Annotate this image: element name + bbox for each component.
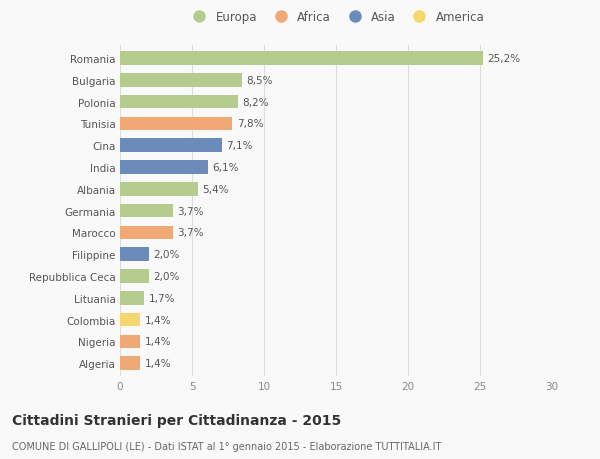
Text: COMUNE DI GALLIPOLI (LE) - Dati ISTAT al 1° gennaio 2015 - Elaborazione TUTTITAL: COMUNE DI GALLIPOLI (LE) - Dati ISTAT al… xyxy=(12,441,442,451)
Bar xyxy=(120,357,140,370)
Bar xyxy=(120,52,483,66)
Bar xyxy=(120,183,198,196)
Text: 1,4%: 1,4% xyxy=(145,358,171,368)
Text: 1,7%: 1,7% xyxy=(149,293,175,303)
Legend: Europa, Africa, Asia, America: Europa, Africa, Asia, America xyxy=(185,9,487,27)
Text: 7,1%: 7,1% xyxy=(227,141,253,151)
Text: 8,5%: 8,5% xyxy=(247,76,273,86)
Bar xyxy=(120,95,238,109)
Text: 25,2%: 25,2% xyxy=(487,54,520,64)
Bar xyxy=(120,291,145,305)
Text: 3,7%: 3,7% xyxy=(178,206,204,216)
Bar xyxy=(120,161,208,174)
Bar xyxy=(120,269,149,283)
Bar xyxy=(120,204,173,218)
Text: Cittadini Stranieri per Cittadinanza - 2015: Cittadini Stranieri per Cittadinanza - 2… xyxy=(12,413,341,427)
Bar xyxy=(120,74,242,87)
Text: 2,0%: 2,0% xyxy=(153,250,179,260)
Text: 8,2%: 8,2% xyxy=(242,97,269,107)
Text: 5,4%: 5,4% xyxy=(202,185,229,195)
Text: 3,7%: 3,7% xyxy=(178,228,204,238)
Bar xyxy=(120,248,149,261)
Text: 2,0%: 2,0% xyxy=(153,271,179,281)
Bar xyxy=(120,118,232,131)
Bar xyxy=(120,139,222,153)
Bar xyxy=(120,313,140,327)
Bar xyxy=(120,226,173,240)
Text: 1,4%: 1,4% xyxy=(145,336,171,347)
Bar xyxy=(120,335,140,348)
Text: 6,1%: 6,1% xyxy=(212,162,239,173)
Text: 1,4%: 1,4% xyxy=(145,315,171,325)
Text: 7,8%: 7,8% xyxy=(236,119,263,129)
